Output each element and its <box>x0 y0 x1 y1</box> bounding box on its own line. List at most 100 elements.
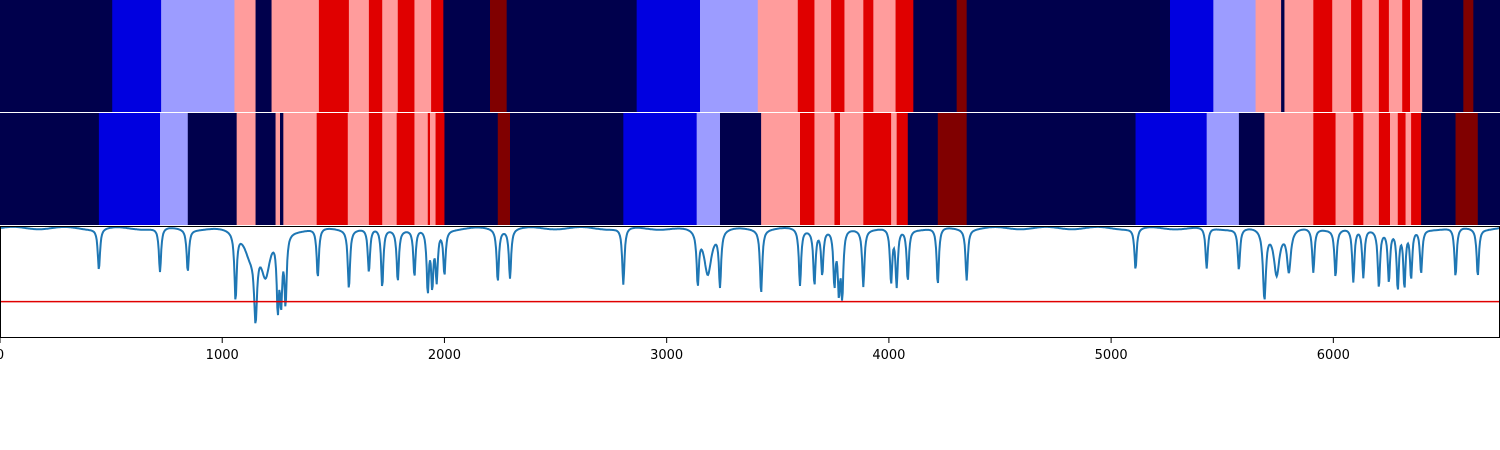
middle-segment-44 <box>1378 113 1391 225</box>
middle-segment-31 <box>891 113 898 225</box>
top-segment-1 <box>112 0 162 112</box>
top-segment-20 <box>814 0 832 112</box>
middle-segment-41 <box>1335 113 1354 225</box>
middle-segment-26 <box>800 113 815 225</box>
top-segment-38 <box>1378 0 1390 112</box>
top-segment-31 <box>1255 0 1282 112</box>
middle-segment-12 <box>368 113 383 225</box>
middle-segment-20 <box>497 113 511 225</box>
top-segment-27 <box>956 0 968 112</box>
middle-segment-37 <box>1206 113 1240 225</box>
middle-segment-42 <box>1353 113 1364 225</box>
top-segment-4 <box>255 0 272 112</box>
top-segment-22 <box>844 0 864 112</box>
top-segment-18 <box>757 0 799 112</box>
top-segment-35 <box>1332 0 1352 112</box>
middle-segment-10 <box>316 113 349 225</box>
middle-segment-48 <box>1411 113 1422 225</box>
middle-segment-36 <box>1135 113 1208 225</box>
panel-separator-2 <box>0 225 1500 226</box>
middle-segment-9 <box>285 113 318 225</box>
panel-separator-1 <box>0 112 1500 113</box>
middle-segment-38 <box>1238 113 1265 225</box>
middle-segment-40 <box>1313 113 1336 225</box>
top-segment-29 <box>1170 0 1214 112</box>
middle-segment-28 <box>834 113 841 225</box>
top-segment-11 <box>414 0 432 112</box>
x-tick-label-3000: 3000 <box>650 348 683 363</box>
middle-segment-22 <box>623 113 698 225</box>
middle-segment-5 <box>255 113 276 225</box>
middle-segment-30 <box>863 113 892 225</box>
top-segment-2 <box>161 0 235 112</box>
x-tick-label-5000: 5000 <box>1095 348 1128 363</box>
middle-segment-7 <box>280 113 284 225</box>
x-tick-label-0: 0 <box>0 348 4 363</box>
x-tick-label-1000: 1000 <box>206 348 239 363</box>
middle-segment-6 <box>275 113 281 225</box>
middle-segment-8 <box>283 113 286 225</box>
middle-segment-25 <box>761 113 801 225</box>
signal-panel <box>0 225 1500 338</box>
top-segmentation-panel <box>0 0 1500 112</box>
middle-segment-11 <box>347 113 370 225</box>
top-segment-8 <box>368 0 383 112</box>
x-tick-label-2000: 2000 <box>428 348 461 363</box>
middle-segment-16 <box>427 113 431 225</box>
top-segment-21 <box>831 0 845 112</box>
middle-segment-15 <box>414 113 429 225</box>
top-segment-10 <box>397 0 415 112</box>
top-segment-44 <box>1473 0 1500 112</box>
top-segment-3 <box>234 0 256 112</box>
top-segment-30 <box>1213 0 1256 112</box>
middle-segment-0 <box>0 113 100 225</box>
middle-segment-4 <box>236 113 256 225</box>
signal-frame <box>0 226 1500 338</box>
middle-segment-32 <box>896 113 909 225</box>
middle-segment-29 <box>840 113 864 225</box>
middle-segment-24 <box>720 113 762 225</box>
top-segment-7 <box>348 0 370 112</box>
top-segment-9 <box>382 0 399 112</box>
top-segment-0 <box>0 0 113 112</box>
top-segment-43 <box>1463 0 1474 112</box>
middle-segment-2 <box>160 113 189 225</box>
top-segment-16 <box>636 0 701 112</box>
top-segment-26 <box>913 0 958 112</box>
middle-segment-35 <box>966 113 1136 225</box>
x-axis: 0 1000 2000 3000 4000 5000 6000 <box>0 338 1350 363</box>
top-segment-33 <box>1284 0 1314 112</box>
top-segment-34 <box>1313 0 1333 112</box>
middle-segment-34 <box>937 113 968 225</box>
top-segment-12 <box>431 0 444 112</box>
top-segment-37 <box>1362 0 1380 112</box>
middle-segment-17 <box>430 113 436 225</box>
top-segment-42 <box>1422 0 1464 112</box>
top-segment-25 <box>895 0 914 112</box>
top-segment-28 <box>966 0 1171 112</box>
middle-segment-18 <box>435 113 445 225</box>
middle-segment-51 <box>1477 113 1500 225</box>
top-segment-41 <box>1410 0 1423 112</box>
middle-segment-27 <box>814 113 835 225</box>
top-segment-6 <box>318 0 350 112</box>
middle-segment-47 <box>1405 113 1412 225</box>
x-tick-label-6000: 6000 <box>1317 348 1350 363</box>
top-segment-40 <box>1402 0 1411 112</box>
top-segment-32 <box>1281 0 1285 112</box>
middle-segment-49 <box>1421 113 1456 225</box>
top-segment-36 <box>1351 0 1363 112</box>
signal-line <box>0 225 1500 324</box>
top-segment-5 <box>271 0 320 112</box>
middle-segment-14 <box>396 113 415 225</box>
top-segment-15 <box>506 0 638 112</box>
middle-segment-23 <box>696 113 721 225</box>
middle-segment-39 <box>1264 113 1314 225</box>
middle-segment-43 <box>1363 113 1380 225</box>
top-segment-17 <box>700 0 759 112</box>
middle-segment-45 <box>1390 113 1399 225</box>
top-segment-23 <box>863 0 874 112</box>
middle-segment-3 <box>187 113 238 225</box>
middle-segment-50 <box>1455 113 1479 225</box>
